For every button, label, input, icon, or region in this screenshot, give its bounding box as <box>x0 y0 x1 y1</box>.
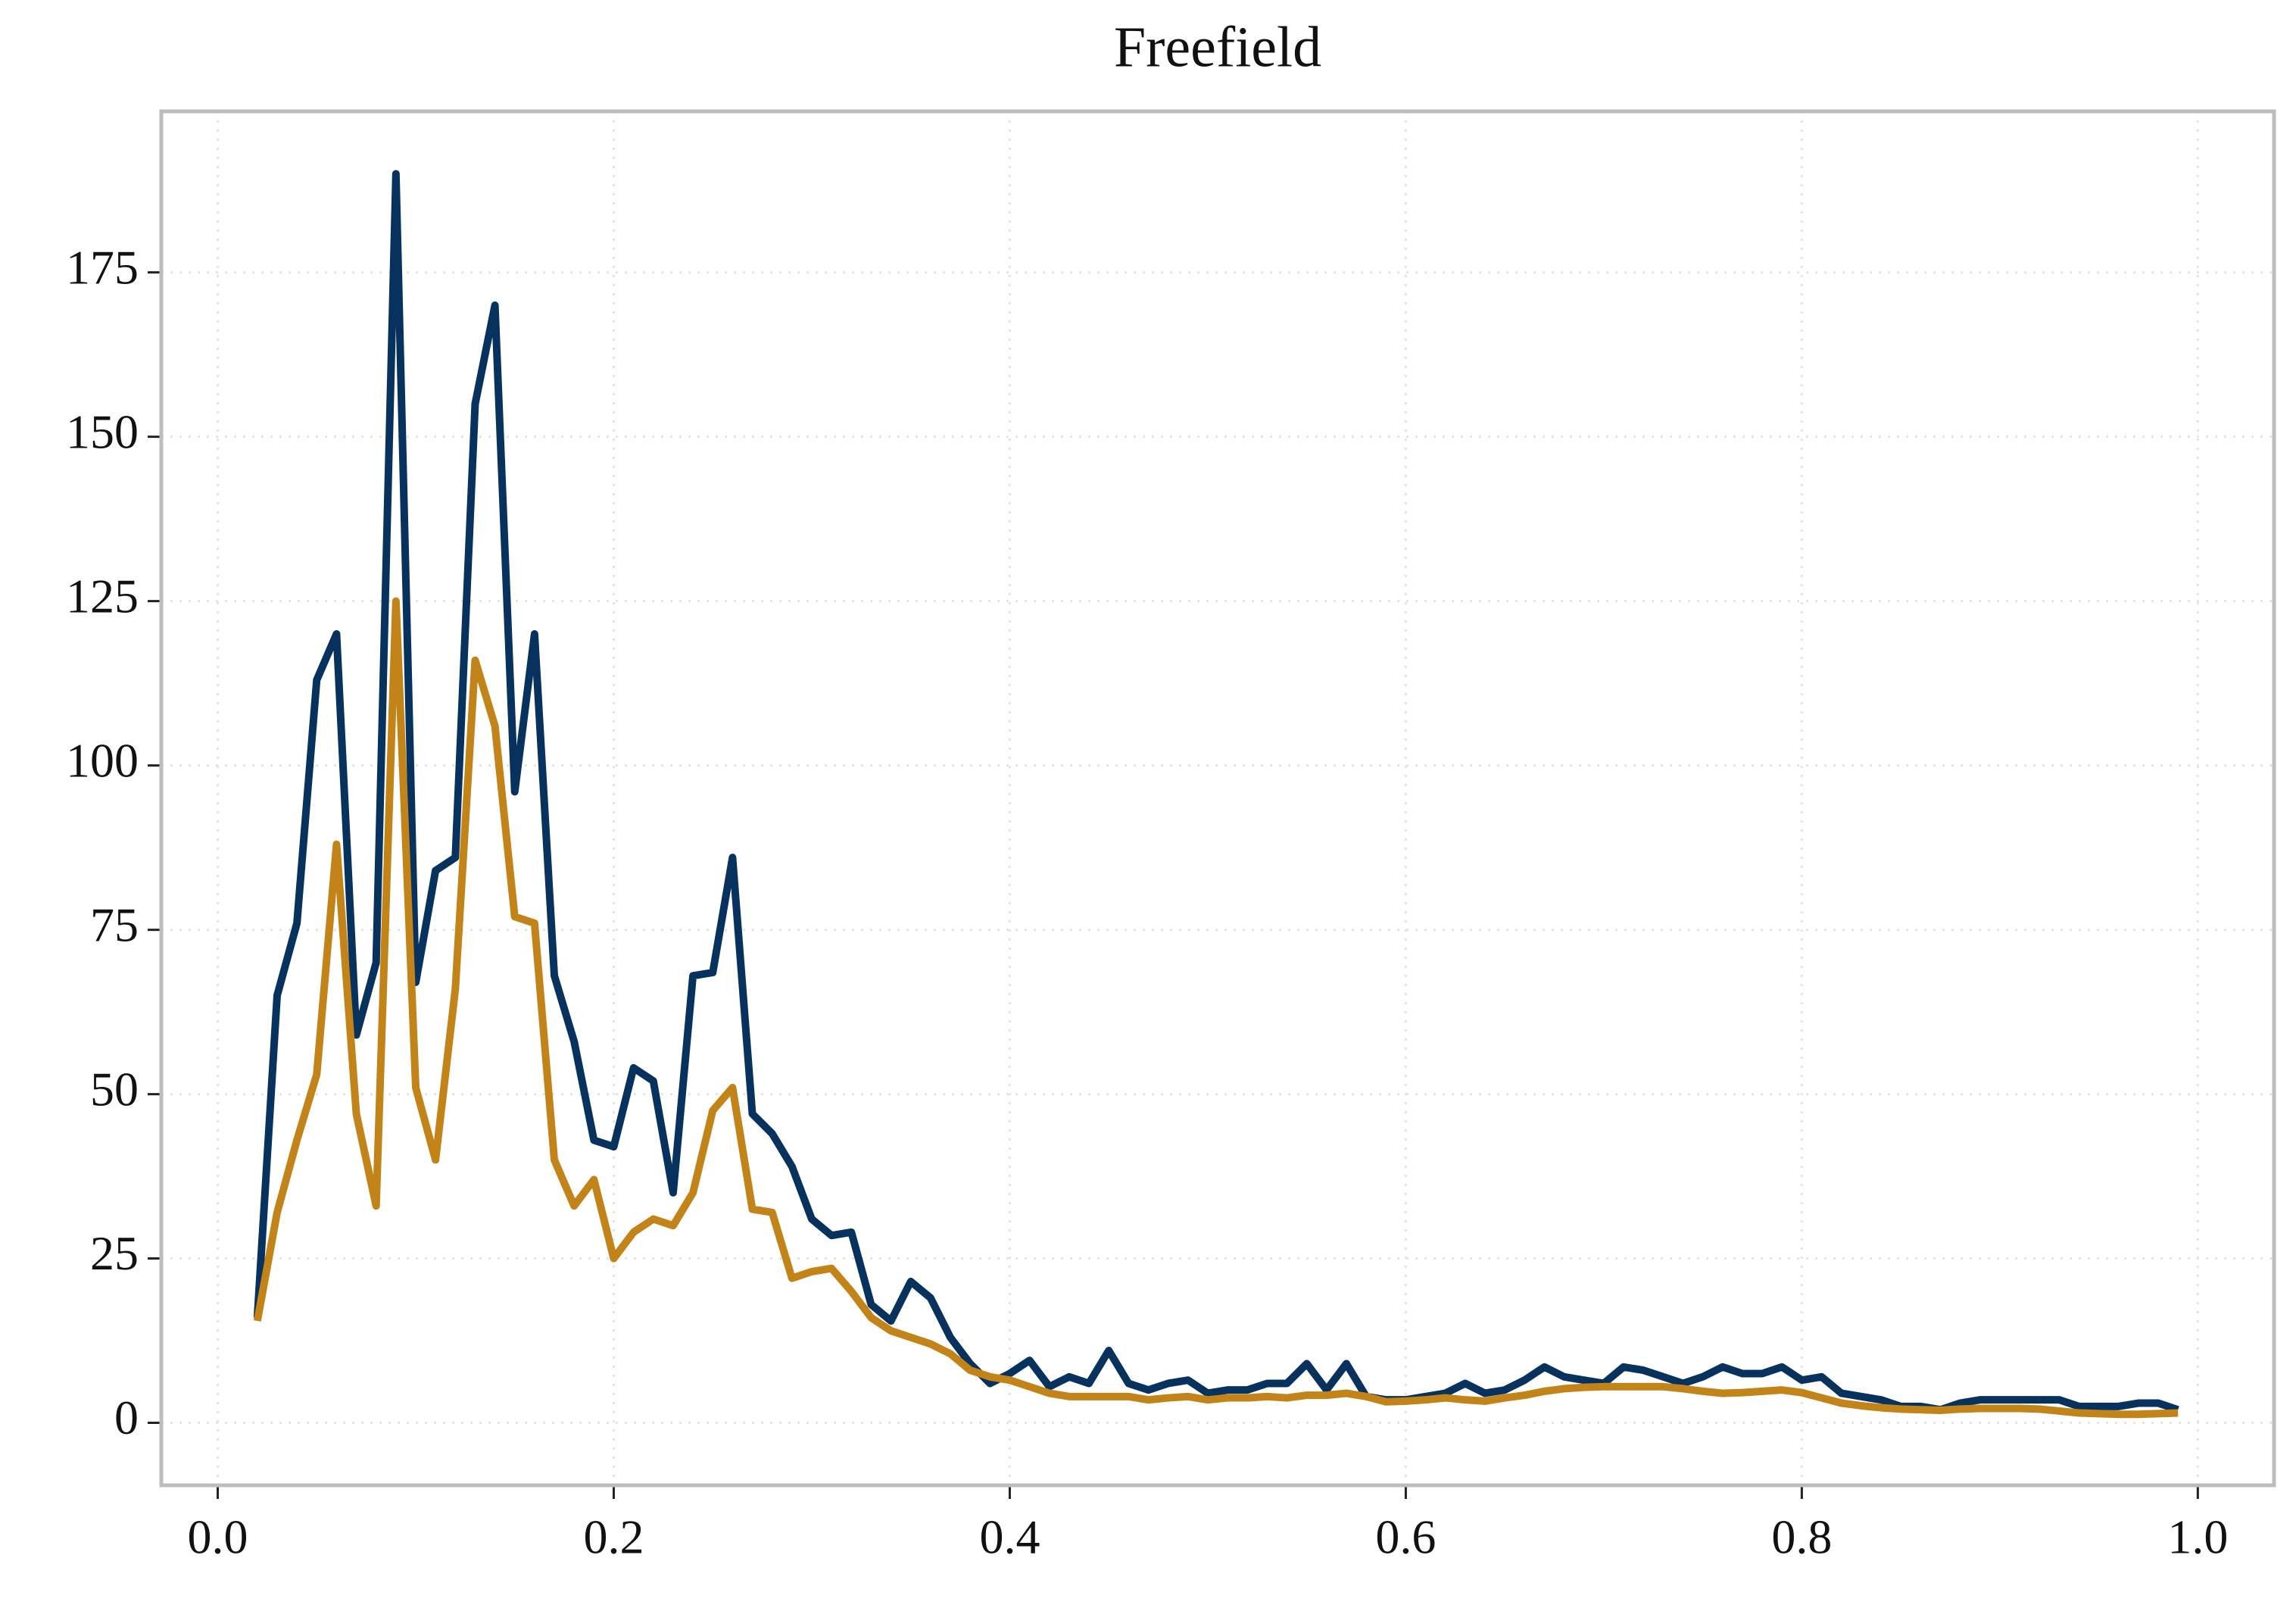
chart-title: Freefield <box>1114 15 1321 79</box>
x-tick-label: 0.6 <box>1375 1510 1436 1564</box>
x-tick-label: 0.4 <box>979 1510 1040 1564</box>
y-tick-label: 175 <box>66 240 139 294</box>
series-line <box>253 170 2179 1414</box>
y-tick-label: 75 <box>90 898 139 951</box>
y-tick-label: 25 <box>90 1226 139 1280</box>
x-tick-label: 0.8 <box>1771 1510 1832 1564</box>
y-tick-label: 125 <box>66 569 139 623</box>
x-tick-label: 0.2 <box>583 1510 644 1564</box>
y-tick-label: 150 <box>66 404 139 458</box>
series-line <box>253 597 2179 1419</box>
y-tick-label: 100 <box>66 733 139 787</box>
plot-frame <box>159 109 2276 1488</box>
y-tick-label: 50 <box>90 1062 139 1116</box>
x-tick-label: 1.0 <box>2167 1510 2228 1564</box>
x-tick-label: 0.0 <box>188 1510 248 1564</box>
y-tick-label: 0 <box>114 1391 139 1444</box>
